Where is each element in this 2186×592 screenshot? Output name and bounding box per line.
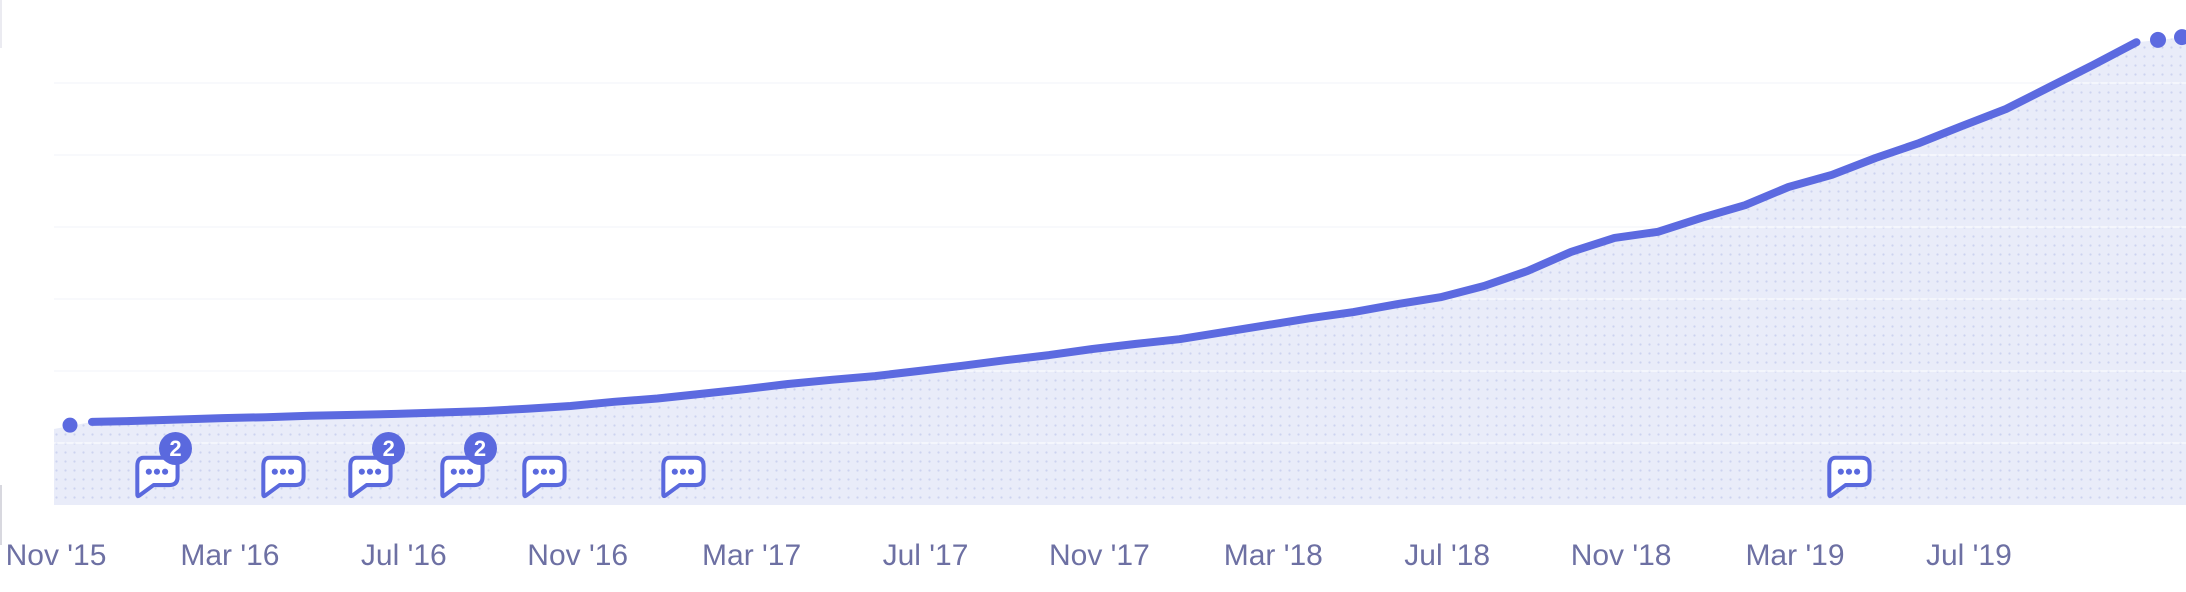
gridlines-over-fill <box>54 82 2186 444</box>
x-axis-label: Nov '18 <box>1570 539 1672 572</box>
comment-count-badge: 2 <box>463 432 497 465</box>
x-axis-label: Nov '17 <box>1049 539 1150 572</box>
x-axis-label: Nov '15 <box>5 539 107 572</box>
comment-count-badge: 2 <box>159 432 193 465</box>
x-axis-label: Mar '17 <box>702 539 802 572</box>
x-axis: Nov '15 Mar '16 Jul '16 Nov '16 Mar '17 Jul '… <box>0 536 2186 582</box>
series-end-dot <box>2150 31 2166 48</box>
comment-annotation-icon[interactable]: 2 <box>346 432 406 499</box>
comment-annotation-icon[interactable]: 2 <box>133 432 193 499</box>
x-axis-label: Jul '17 <box>882 539 969 572</box>
left-edge-fragment-top <box>0 0 2 48</box>
comment-bubble-icon <box>261 455 306 499</box>
series-end-dots <box>2150 29 2186 48</box>
comment-bubble-icon <box>1827 455 1872 499</box>
x-axis-label: Mar '18 <box>1223 539 1323 572</box>
comment-annotation-icon[interactable] <box>659 452 706 499</box>
left-edge-fragment-bottom <box>0 485 2 545</box>
comment-count-badge: 2 <box>372 432 406 465</box>
comment-annotation-icon[interactable] <box>259 452 306 499</box>
x-axis-label: Jul '18 <box>1404 539 1491 572</box>
comment-annotation-icon[interactable] <box>520 452 567 499</box>
x-axis-label: Jul '16 <box>360 539 447 572</box>
comment-bubble-icon <box>661 455 706 499</box>
x-axis-label: Jul '19 <box>1926 539 2012 572</box>
series-end-dot <box>2174 29 2186 46</box>
comment-bubble-icon <box>522 455 567 499</box>
area-fill <box>54 37 2186 505</box>
comment-annotation-icon[interactable]: 2 <box>438 432 497 499</box>
x-axis-label: Mar '19 <box>1745 539 1845 572</box>
trend-line <box>88 38 2141 426</box>
series-start-dot <box>62 417 78 433</box>
comment-annotation-icon[interactable] <box>1825 452 1872 499</box>
x-axis-label: Nov '16 <box>527 539 629 572</box>
x-axis-label: Mar '16 <box>180 539 280 572</box>
